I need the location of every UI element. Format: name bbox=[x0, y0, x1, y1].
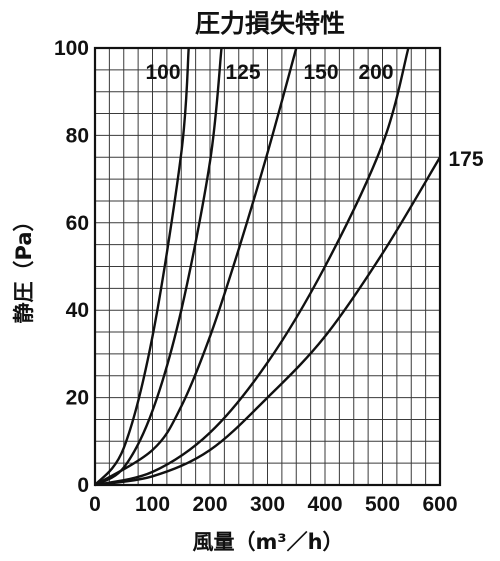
series-label-175: 175 bbox=[448, 148, 483, 171]
series-label-200: 200 bbox=[358, 61, 393, 84]
x-axis-label: 風量（m³／h） bbox=[192, 530, 343, 554]
y-tick-label: 20 bbox=[66, 387, 89, 410]
x-tick-label: 500 bbox=[365, 493, 400, 516]
series-line-200 bbox=[94, 47, 410, 487]
plot-frame bbox=[93, 46, 442, 487]
y-tick-label: 80 bbox=[66, 124, 89, 147]
series-labels: 100 125 150 200 175 bbox=[145, 61, 483, 171]
y-tick-label: 60 bbox=[66, 212, 89, 235]
series-line-125 bbox=[94, 47, 223, 487]
x-tick-label: 600 bbox=[422, 493, 457, 516]
y-tick-label: 0 bbox=[77, 474, 89, 497]
y-tick-label: 40 bbox=[66, 299, 89, 322]
x-tick-label: 100 bbox=[135, 493, 170, 516]
y-tick-label: 100 bbox=[54, 37, 89, 60]
x-tick-label: 200 bbox=[192, 493, 227, 516]
curves bbox=[94, 47, 442, 487]
series-label-100: 100 bbox=[145, 61, 180, 84]
series-line-175 bbox=[94, 156, 442, 487]
x-tick-label: 300 bbox=[250, 493, 285, 516]
y-axis-label: 静圧（Pa） bbox=[12, 211, 36, 324]
series-label-150: 150 bbox=[303, 61, 338, 84]
grid bbox=[95, 48, 440, 485]
series-line-150 bbox=[94, 47, 298, 487]
tick-labels: 0 100 200 300 400 500 600 0 20 40 60 80 100 bbox=[54, 37, 458, 516]
chart-title: 圧力損失特性 bbox=[195, 9, 345, 38]
series-label-125: 125 bbox=[225, 61, 260, 84]
x-tick-label: 0 bbox=[89, 493, 101, 516]
series-line-100 bbox=[94, 47, 190, 486]
x-tick-label: 400 bbox=[307, 493, 342, 516]
